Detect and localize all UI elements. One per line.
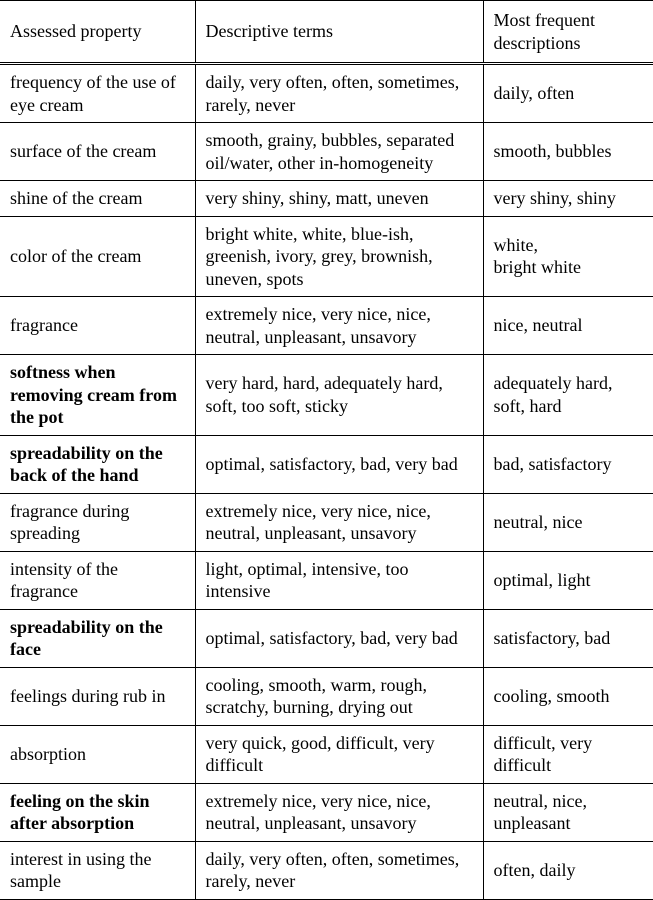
cell-most-frequent: adequately hard, soft, hard	[483, 355, 653, 436]
cell-most-frequent: very shiny, shiny	[483, 181, 653, 217]
cell-most-frequent: cooling, smooth	[483, 667, 653, 725]
cell-descriptive-terms: smooth, grainy, bubbles, separated oil/w…	[195, 123, 483, 181]
cell-assessed-property: absorption	[0, 725, 195, 783]
cell-most-frequent: smooth, bubbles	[483, 123, 653, 181]
header-assessed-property: Assessed property	[0, 1, 195, 64]
cell-assessed-property: intensity of the fragrance	[0, 551, 195, 609]
cell-descriptive-terms: very shiny, shiny, matt, uneven	[195, 181, 483, 217]
cell-assessed-property: fragrance	[0, 297, 195, 355]
table-row: spreadability on the back of the handopt…	[0, 435, 653, 493]
table-row: feelings during rub incooling, smooth, w…	[0, 667, 653, 725]
cell-most-frequent: bad, satisfactory	[483, 435, 653, 493]
cell-assessed-property: softness when removing cream from the po…	[0, 355, 195, 436]
cell-assessed-property: fragrance during spreading	[0, 493, 195, 551]
cell-assessed-property: interest in using the sample	[0, 841, 195, 899]
cell-descriptive-terms: bright white, white, blue-ish, greenish,…	[195, 216, 483, 297]
table-body: frequency of the use of eye creamdaily, …	[0, 64, 653, 900]
table-row: feeling on the skin after absorptionextr…	[0, 783, 653, 841]
header-most-frequent: Most frequent descriptions	[483, 1, 653, 64]
table-row: fragrance during spreadingextremely nice…	[0, 493, 653, 551]
cell-most-frequent: satisfactory, bad	[483, 609, 653, 667]
cell-assessed-property: frequency of the use of eye cream	[0, 64, 195, 123]
cell-most-frequent: optimal, light	[483, 551, 653, 609]
cell-most-frequent: daily, often	[483, 64, 653, 123]
table-row: color of the creambright white, white, b…	[0, 216, 653, 297]
cell-assessed-property: spreadability on the back of the hand	[0, 435, 195, 493]
table-row: shine of the creamvery shiny, shiny, mat…	[0, 181, 653, 217]
table-row: spreadability on the faceoptimal, satisf…	[0, 609, 653, 667]
cell-descriptive-terms: optimal, satisfactory, bad, very bad	[195, 435, 483, 493]
header-row: Assessed property Descriptive terms Most…	[0, 1, 653, 64]
table-row: interest in using the sampledaily, very …	[0, 841, 653, 899]
cell-assessed-property: feelings during rub in	[0, 667, 195, 725]
cell-descriptive-terms: daily, very often, often, sometimes, rar…	[195, 64, 483, 123]
cell-assessed-property: surface of the cream	[0, 123, 195, 181]
cell-descriptive-terms: light, optimal, intensive, too intensive	[195, 551, 483, 609]
table-row: fragranceextremely nice, very nice, nice…	[0, 297, 653, 355]
cell-most-frequent: white,bright white	[483, 216, 653, 297]
cell-descriptive-terms: very hard, hard, adequately hard, soft, …	[195, 355, 483, 436]
cell-most-frequent: nice, neutral	[483, 297, 653, 355]
table-row: intensity of the fragrancelight, optimal…	[0, 551, 653, 609]
cell-descriptive-terms: optimal, satisfactory, bad, very bad	[195, 609, 483, 667]
cell-most-frequent: neutral, nice, unpleasant	[483, 783, 653, 841]
cell-descriptive-terms: very quick, good, difficult, very diffic…	[195, 725, 483, 783]
table-row: softness when removing cream from the po…	[0, 355, 653, 436]
table-row: frequency of the use of eye creamdaily, …	[0, 64, 653, 123]
table-header: Assessed property Descriptive terms Most…	[0, 1, 653, 64]
cell-descriptive-terms: extremely nice, very nice, nice, neutral…	[195, 783, 483, 841]
table-row: surface of the creamsmooth, grainy, bubb…	[0, 123, 653, 181]
header-descriptive-terms: Descriptive terms	[195, 1, 483, 64]
cell-most-frequent: often, daily	[483, 841, 653, 899]
cell-most-frequent: neutral, nice	[483, 493, 653, 551]
cell-descriptive-terms: extremely nice, very nice, nice, neutral…	[195, 297, 483, 355]
cell-assessed-property: color of the cream	[0, 216, 195, 297]
cell-assessed-property: shine of the cream	[0, 181, 195, 217]
properties-table: Assessed property Descriptive terms Most…	[0, 0, 653, 900]
cell-descriptive-terms: extremely nice, very nice, nice, neutral…	[195, 493, 483, 551]
cell-most-frequent: difficult, very difficult	[483, 725, 653, 783]
cell-assessed-property: spreadability on the face	[0, 609, 195, 667]
cell-descriptive-terms: cooling, smooth, warm, rough, scratchy, …	[195, 667, 483, 725]
cell-descriptive-terms: daily, very often, often, sometimes, rar…	[195, 841, 483, 899]
cell-assessed-property: feeling on the skin after absorption	[0, 783, 195, 841]
table-row: absorptionvery quick, good, difficult, v…	[0, 725, 653, 783]
